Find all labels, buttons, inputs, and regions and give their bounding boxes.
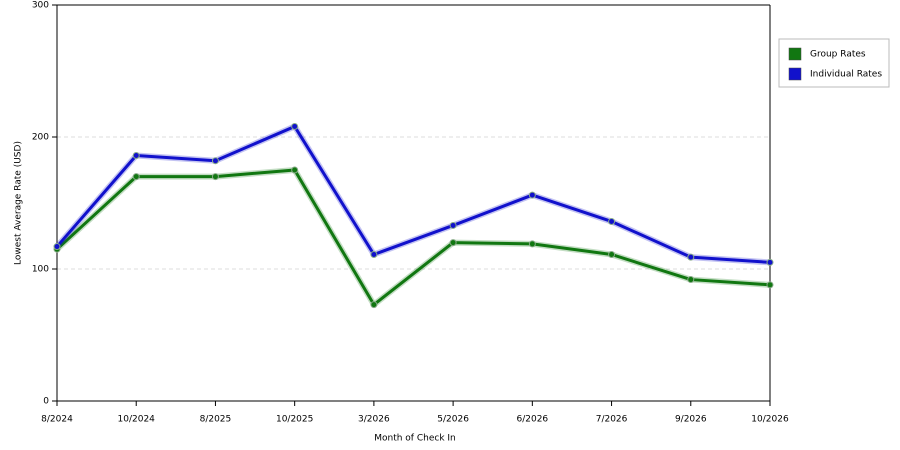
data-point xyxy=(687,253,695,261)
data-point xyxy=(370,250,378,258)
legend-label: Individual Rates xyxy=(810,70,882,80)
y-tick-label: 100 xyxy=(32,265,49,275)
x-tick-label: 10/2024 xyxy=(118,415,156,425)
x-tick-label: 10/2025 xyxy=(276,415,313,425)
data-point xyxy=(766,258,774,266)
data-point xyxy=(608,250,616,258)
x-axis-label: Month of Check In xyxy=(374,434,456,444)
x-tick-label: 6/2026 xyxy=(516,415,548,425)
legend-label: Group Rates xyxy=(810,50,866,60)
data-point xyxy=(370,301,378,309)
data-point xyxy=(449,221,457,229)
data-point xyxy=(687,276,695,284)
y-tick-label: 0 xyxy=(43,397,49,407)
data-point xyxy=(53,243,61,251)
series-shadow xyxy=(54,123,771,266)
data-point xyxy=(528,191,536,199)
x-tick-label: 10/2026 xyxy=(751,415,789,425)
legend-swatch xyxy=(788,67,802,81)
series-line xyxy=(55,124,771,264)
x-tick-label: 8/2024 xyxy=(41,415,73,425)
data-point xyxy=(608,217,616,225)
data-point xyxy=(766,281,774,289)
x-tick-label: 5/2026 xyxy=(437,415,469,425)
series-line xyxy=(55,168,771,307)
x-tick-label: 7/2026 xyxy=(596,415,628,425)
data-point xyxy=(291,166,299,174)
y-tick-label: 200 xyxy=(32,133,49,143)
data-point xyxy=(211,173,219,181)
x-tick-label: 9/2026 xyxy=(675,415,707,425)
x-tick-label: 3/2026 xyxy=(358,415,390,425)
y-tick-label: 300 xyxy=(32,1,49,11)
x-tick-label: 8/2025 xyxy=(200,415,232,425)
data-point xyxy=(132,151,140,159)
data-point xyxy=(211,157,219,165)
data-point xyxy=(528,240,536,248)
legend-swatch xyxy=(788,47,802,61)
data-point xyxy=(449,239,457,247)
y-axis-label: Lowest Average Rate (USD) xyxy=(14,141,24,265)
data-point xyxy=(132,173,140,181)
data-point xyxy=(291,122,299,130)
